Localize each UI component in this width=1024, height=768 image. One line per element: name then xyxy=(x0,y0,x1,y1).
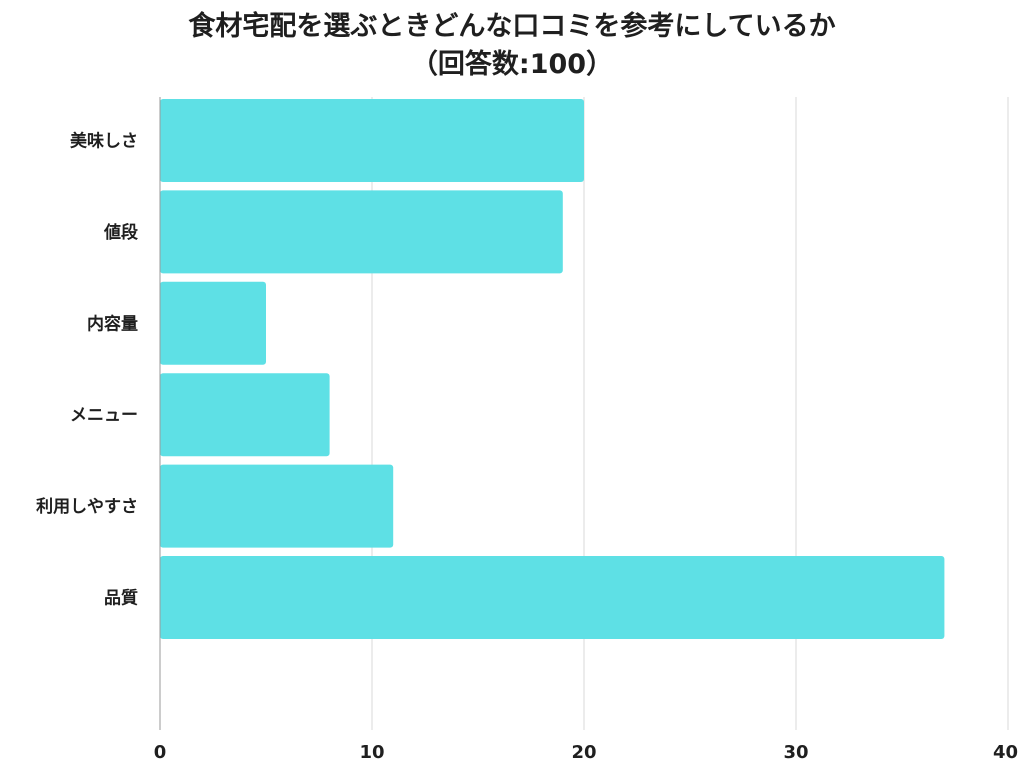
bar xyxy=(160,556,945,639)
category-label: 値段 xyxy=(103,222,138,243)
category-label: メニュー xyxy=(70,406,138,426)
bar xyxy=(160,99,584,182)
category-label: 利用しやすさ xyxy=(36,496,138,517)
x-tick-label: 0 xyxy=(154,742,167,763)
x-tick-label: 30 xyxy=(783,742,808,763)
chart-subtitle: （回答数:100） xyxy=(410,49,614,80)
x-tick-label: 40 xyxy=(993,742,1018,763)
category-label: 美味しさ xyxy=(70,131,138,152)
bar xyxy=(160,190,563,274)
bar xyxy=(160,464,394,548)
bar xyxy=(160,373,330,457)
x-tick-label: 10 xyxy=(359,742,384,763)
x-tick-label: 20 xyxy=(571,742,596,763)
bar xyxy=(160,281,266,365)
chart-title: 食材宅配を選ぶときどんな口コミを参考にしているか xyxy=(188,11,836,42)
category-label: 品質 xyxy=(104,588,138,609)
category-label: 内容量 xyxy=(87,313,138,334)
chart-title-block: 食材宅配を選ぶときどんな口コミを参考にしているか （回答数:100） xyxy=(0,8,1024,84)
